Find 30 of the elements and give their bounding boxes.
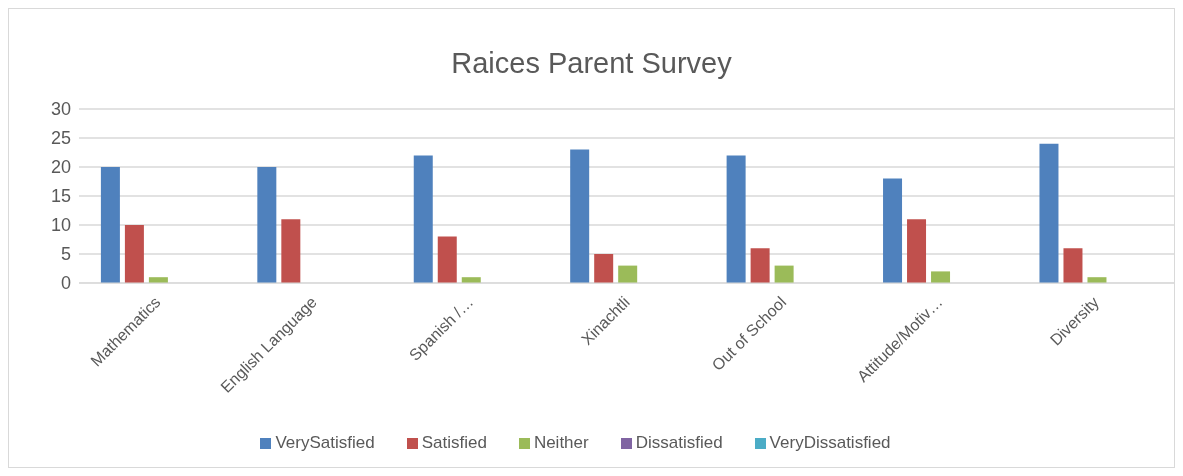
y-tick-label: 0 — [60, 273, 71, 294]
bar — [726, 155, 746, 283]
bar — [883, 178, 903, 283]
bar — [907, 219, 927, 283]
bar — [750, 248, 770, 283]
bar — [774, 265, 794, 283]
bar — [100, 167, 120, 283]
bar — [413, 155, 433, 283]
bar — [931, 271, 951, 283]
bar — [1063, 248, 1083, 283]
bar — [281, 219, 301, 283]
bar — [437, 236, 457, 283]
chart-title: Raices Parent Survey — [450, 47, 733, 80]
y-tick-label: 5 — [60, 244, 71, 265]
y-tick-label: 25 — [50, 128, 71, 149]
bar — [1039, 143, 1059, 283]
bar — [124, 225, 144, 283]
bar — [257, 167, 277, 283]
y-tick-label: 30 — [50, 99, 71, 120]
y-tick-label: 10 — [50, 215, 71, 236]
legend-label: VeryDissatisfied — [769, 433, 891, 452]
bar — [570, 149, 590, 283]
bar — [594, 254, 614, 283]
legend-label: Neither — [533, 433, 589, 452]
y-tick-label: 20 — [50, 157, 71, 178]
legend-label: VerySatisfied — [275, 433, 375, 452]
bar — [618, 265, 638, 283]
legend-label: Dissatisfied — [635, 433, 723, 452]
y-tick-label: 15 — [50, 186, 71, 207]
legend-label: Satisfied — [421, 433, 487, 452]
